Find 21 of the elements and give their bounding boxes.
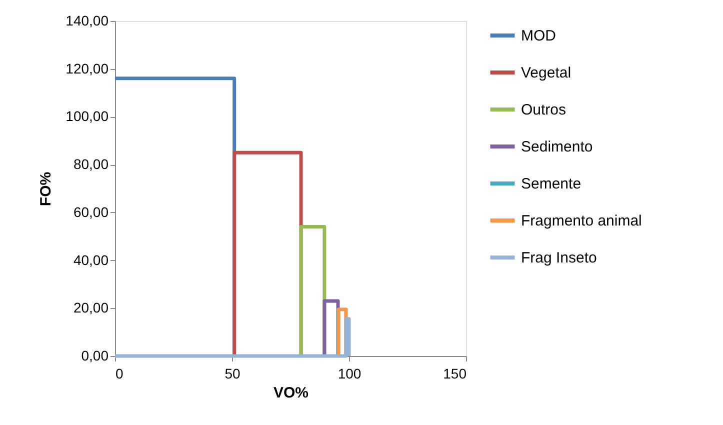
y-tick-label: 40,00 xyxy=(73,252,109,268)
legend-label: Semente xyxy=(521,176,582,192)
y-tick-label: 60,00 xyxy=(73,204,109,220)
x-tick-label: 150 xyxy=(443,366,467,382)
legend-label: MOD xyxy=(521,28,556,44)
y-tick-label: 100,00 xyxy=(66,108,109,124)
legend-label: Fragmento animal xyxy=(521,212,642,230)
x-tick-label: 0 xyxy=(116,366,124,382)
y-axis-title: FO% xyxy=(38,172,55,206)
legend-label: Vegetal xyxy=(521,64,572,82)
y-tick-label: 140,00 xyxy=(66,12,109,28)
y-tick-label: 20,00 xyxy=(73,300,109,316)
legend-label: Outros xyxy=(521,102,566,118)
y-tick-label: 80,00 xyxy=(73,156,109,172)
y-tick-label: 120,00 xyxy=(66,60,109,76)
y-tick-label: 0,00 xyxy=(81,348,109,364)
legend-label: Sedimento xyxy=(521,138,593,156)
x-axis-title: VO% xyxy=(273,384,309,402)
x-tick-label: 100 xyxy=(338,366,362,382)
legend-label: Frag Inseto xyxy=(521,250,597,266)
x-tick-label: 50 xyxy=(224,366,240,382)
